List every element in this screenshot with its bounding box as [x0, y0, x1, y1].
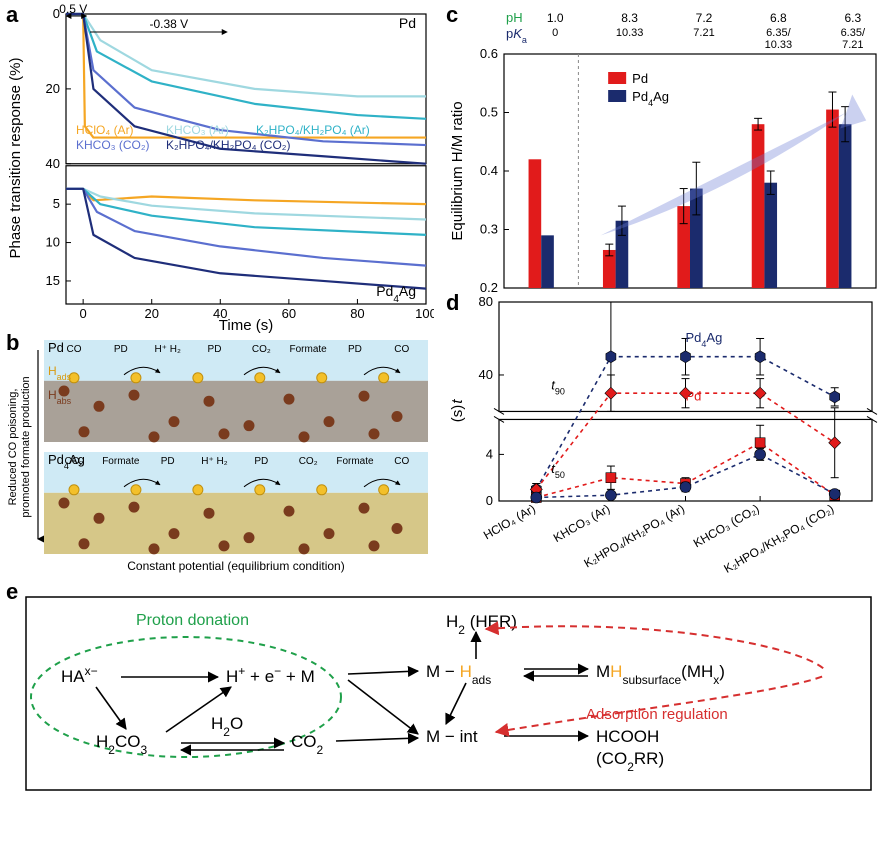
svg-text:Proton donation: Proton donation [136, 612, 249, 629]
svg-text:5: 5 [53, 196, 60, 211]
svg-text:Pd4Ag: Pd4Ag [632, 89, 669, 108]
svg-text:0.2: 0.2 [480, 280, 498, 294]
svg-text:Pd: Pd [48, 340, 64, 355]
svg-text:H⁺ H₂: H⁺ H₂ [154, 344, 181, 355]
svg-text:Pd: Pd [632, 71, 648, 86]
svg-text:0: 0 [552, 27, 558, 39]
svg-text:Reduced CO poisoning,: Reduced CO poisoning, [7, 389, 19, 506]
panel-a-label: a [6, 2, 18, 28]
svg-text:60: 60 [282, 306, 296, 321]
svg-text:t50: t50 [551, 461, 565, 480]
panel-e-scheme: Proton donation HAx− H2CO3 H+ + e− + M H2O CO… [4, 583, 882, 798]
panel-a-chart: 0204051015020406080100Time (s)Phase tran… [4, 4, 434, 334]
svg-text:t90: t90 [551, 378, 565, 397]
svg-text:K₂HPO₄/KH₂PO₄ (Ar): K₂HPO₄/KH₂PO₄ (Ar) [256, 123, 370, 137]
svg-text:100: 100 [415, 306, 434, 321]
svg-text:PD: PD [161, 456, 175, 467]
svg-text:10.33: 10.33 [616, 27, 644, 39]
svg-text:6.3: 6.3 [844, 11, 861, 25]
svg-text:6.35/: 6.35/ [841, 27, 866, 39]
svg-text:PD: PD [114, 344, 128, 355]
svg-text:7.2: 7.2 [696, 11, 713, 25]
svg-text:(CO2RR): (CO2RR) [596, 749, 664, 774]
svg-text:pH: pH [506, 10, 523, 25]
svg-text:Formate: Formate [290, 344, 328, 355]
svg-text:M − Hads: M − Hads [426, 662, 491, 687]
svg-text:H2 (HER): H2 (HER) [446, 612, 517, 637]
svg-text:t: t [449, 399, 466, 404]
svg-text:1.0: 1.0 [547, 11, 564, 25]
svg-text:20: 20 [144, 306, 158, 321]
svg-text:0.3: 0.3 [480, 222, 498, 237]
svg-text:80: 80 [479, 294, 493, 309]
svg-text:KHCO₃ (Ar): KHCO₃ (Ar) [551, 501, 612, 545]
svg-text:H2CO3: H2CO3 [96, 732, 147, 757]
svg-text:PD: PD [254, 456, 268, 467]
svg-text:Constant potential (equilibriu: Constant potential (equilibrium conditio… [127, 559, 344, 573]
svg-text:H+ + e− + M: H+ + e− + M [226, 664, 315, 686]
svg-text:CO: CO [394, 456, 409, 467]
svg-text:KHCO₃ (CO₂): KHCO₃ (CO₂) [76, 138, 150, 152]
svg-text:0: 0 [486, 493, 493, 508]
panel-d-chart: 408004t (s)HClO₄ (Ar)KHCO₃ (Ar)K₂HPO₄/KH… [444, 294, 884, 579]
svg-text:(s): (s) [449, 405, 466, 423]
svg-text:-0.38 V: -0.38 V [150, 17, 189, 31]
svg-text:H2O: H2O [211, 714, 243, 739]
svg-text:HAx−: HAx− [61, 664, 98, 686]
panel-c-chart: 0.2 0.3 0.4 0.5 0.6 Equilibrium H/M ratio pHpK… [444, 4, 884, 294]
panel-c-label: c [446, 2, 458, 28]
svg-text:15: 15 [46, 273, 60, 288]
svg-text:Pd: Pd [686, 389, 702, 404]
svg-text:CO2: CO2 [291, 732, 324, 757]
svg-text:CO₂: CO₂ [252, 344, 271, 355]
svg-text:CO: CO [67, 344, 82, 355]
svg-text:MHsubsurface(MHx): MHsubsurface(MHx) [596, 662, 725, 687]
panel-e-label: e [6, 579, 18, 605]
svg-text:10.33: 10.33 [765, 39, 793, 51]
svg-text:Pd4Ag: Pd4Ag [686, 330, 723, 349]
svg-text:Pd: Pd [399, 15, 416, 31]
svg-text:PD: PD [348, 344, 362, 355]
svg-text:80: 80 [350, 306, 364, 321]
svg-text:7.21: 7.21 [842, 39, 863, 51]
svg-text:Phase transition response (%): Phase transition response (%) [7, 58, 24, 259]
svg-text:CO: CO [394, 344, 409, 355]
svg-text:4: 4 [486, 446, 493, 461]
svg-text:0.5 V: 0.5 V [59, 4, 87, 16]
svg-text:40: 40 [479, 367, 493, 382]
svg-text:H⁺ H₂: H⁺ H₂ [201, 456, 228, 467]
svg-text:Time (s): Time (s) [219, 317, 273, 334]
svg-text:Formate: Formate [102, 456, 140, 467]
svg-text:0.5: 0.5 [480, 105, 498, 120]
svg-text:KHCO₃ (CO₂): KHCO₃ (CO₂) [691, 501, 762, 550]
svg-text:6.35/: 6.35/ [766, 27, 791, 39]
svg-text:PD: PD [208, 344, 222, 355]
svg-text:40: 40 [46, 156, 60, 171]
svg-text:6.8: 6.8 [770, 11, 787, 25]
svg-text:CO₂: CO₂ [65, 456, 84, 467]
svg-text:0.4: 0.4 [480, 163, 498, 178]
svg-text:Equilibrium H/M ratio: Equilibrium H/M ratio [449, 101, 466, 240]
svg-text:K₂HPO₄/KH₂PO₄ (CO₂): K₂HPO₄/KH₂PO₄ (CO₂) [166, 138, 290, 152]
svg-text:8.3: 8.3 [621, 11, 638, 25]
svg-text:M − int: M − int [426, 727, 478, 746]
svg-text:0: 0 [80, 306, 87, 321]
svg-text:0.6: 0.6 [480, 46, 498, 61]
svg-text:CO₂: CO₂ [299, 456, 318, 467]
svg-text:KHCO₃ (Ar): KHCO₃ (Ar) [166, 123, 229, 137]
svg-text:HCOOH: HCOOH [596, 727, 659, 746]
svg-text:Formate: Formate [336, 456, 374, 467]
svg-text:HClO₄ (Ar): HClO₄ (Ar) [76, 123, 134, 137]
panel-b-label: b [6, 330, 19, 356]
svg-text:7.21: 7.21 [693, 27, 714, 39]
panel-d-label: d [446, 290, 459, 316]
svg-text:20: 20 [46, 81, 60, 96]
svg-text:10: 10 [46, 235, 60, 250]
svg-text:pKa: pKa [506, 26, 527, 45]
svg-text:promoted formate production: promoted formate production [20, 376, 32, 517]
panel-b-diagram: Reduced CO poisoning,promoted formate pr… [4, 334, 434, 574]
